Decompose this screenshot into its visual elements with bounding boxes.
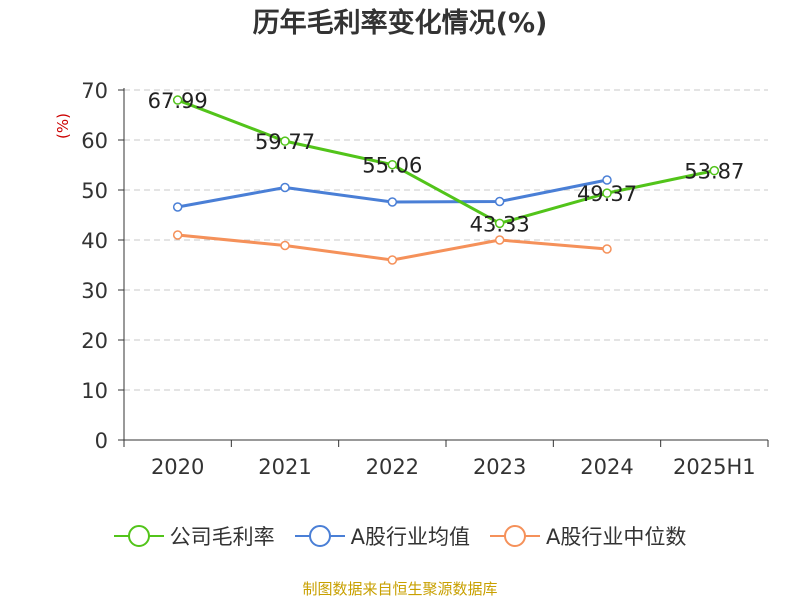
y-tick-label: 50 — [81, 179, 108, 203]
y-tick-label: 60 — [81, 129, 108, 153]
data-point — [387, 159, 398, 170]
legend-label-industry-mean: A股行业均值 — [350, 525, 470, 549]
y-tick-label: 10 — [81, 379, 108, 403]
data-label: 55.06 — [362, 154, 422, 178]
x-tick-label: 2020 — [151, 455, 204, 479]
series-lines — [172, 95, 720, 265]
data-point — [709, 165, 720, 176]
data-point — [387, 197, 398, 207]
data-point — [602, 188, 612, 198]
legend-item-industry-mean[interactable]: A股行业均值 — [294, 521, 470, 551]
data-point — [172, 95, 183, 105]
data-point — [387, 255, 398, 265]
y-axis-unit-label: (%) — [54, 113, 72, 139]
data-point — [172, 202, 183, 212]
data-labels: 67.99 59.77 55.06 43.33 49.37 53.87 — [148, 89, 745, 236]
legend-item-industry-median[interactable]: A股行业中位数 — [490, 521, 686, 551]
x-tick-label: 2025H1 — [673, 455, 756, 479]
y-tick-label: 20 — [81, 329, 108, 353]
data-source-note: 制图数据来自恒生聚源数据库 — [302, 580, 498, 598]
series-line — [177, 98, 715, 225]
legend-swatch-industry-median — [490, 525, 540, 547]
data-point — [494, 235, 505, 245]
legend-swatch-company-margin — [113, 525, 164, 547]
data-point — [602, 175, 612, 185]
data-point — [494, 218, 505, 229]
y-tick-label: 0 — [95, 429, 108, 453]
legend-swatch-industry-mean — [294, 525, 345, 547]
data-point — [172, 230, 183, 240]
data-label: 53.87 — [684, 160, 744, 184]
chart-title: 历年毛利率变化情况(%) — [253, 7, 548, 39]
legend: 公司毛利率 A股行业均值 A股行业中位数 — [0, 516, 800, 556]
x-tick-label: 2022 — [366, 455, 419, 479]
x-tick-label: 2023 — [473, 455, 526, 479]
legend-label-industry-median: A股行业中位数 — [546, 525, 687, 549]
legend-label-company-margin: 公司毛利率 — [169, 525, 275, 549]
y-tick-label: 70 — [81, 79, 108, 103]
data-point — [280, 240, 290, 251]
x-tick-label: 2024 — [580, 455, 633, 479]
data-label: 67.99 — [148, 89, 208, 113]
grid-lines — [124, 89, 768, 391]
data-point — [494, 196, 505, 207]
y-tick-label: 30 — [81, 279, 108, 303]
data-point — [602, 244, 612, 254]
data-point — [280, 136, 290, 146]
y-tick-label: 40 — [81, 229, 108, 253]
legend-item-company-margin[interactable]: 公司毛利率 — [113, 521, 275, 551]
data-point — [280, 182, 290, 193]
data-label: 49.37 — [577, 182, 637, 206]
x-tick-label: 2021 — [258, 455, 311, 479]
axes: 0 10 20 30 40 50 60 70 2020 2021 2022 2023 2024 2025H… — [81, 79, 769, 479]
data-label: 43.33 — [470, 212, 530, 236]
data-label: 59.77 — [255, 130, 315, 154]
